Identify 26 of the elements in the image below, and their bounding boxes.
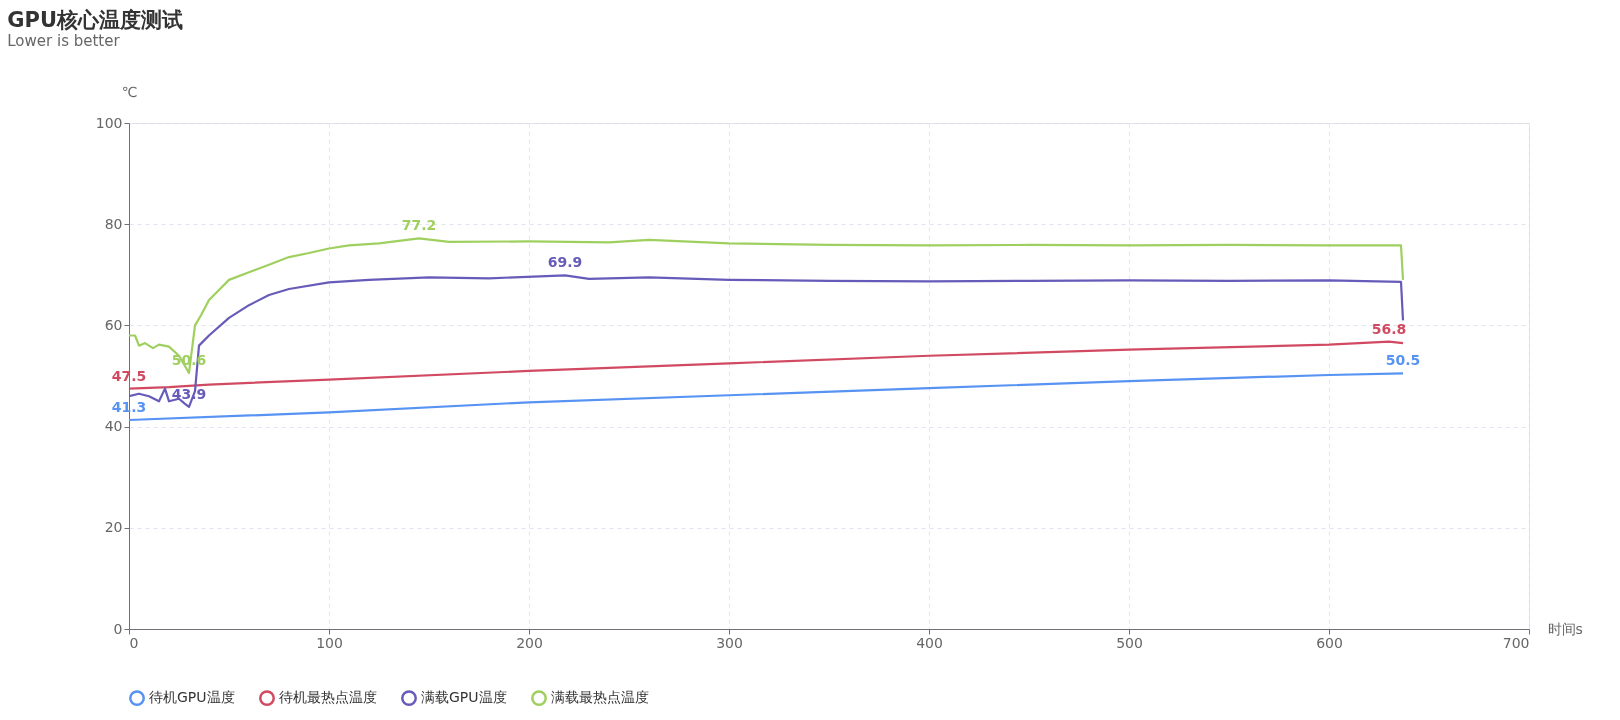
y-tick-label: 60 [104, 316, 123, 333]
annotation: 77.2 [401, 217, 437, 234]
y-tick-label: 100 [95, 114, 123, 131]
chart-title: GPU核心温度测试 [7, 8, 183, 32]
y-tick-label: 80 [104, 215, 123, 232]
x-tick-label: 600 [1316, 634, 1343, 651]
legend-label: 待机GPU温度 [149, 689, 235, 706]
y-tick-label: 40 [104, 418, 123, 435]
x-tick-label: 300 [716, 634, 743, 651]
y-axis-title: ℃ [121, 83, 138, 100]
annotation: 56.8 [1371, 320, 1407, 337]
x-tick-label: 500 [1116, 634, 1143, 651]
annotation: 50.5 [1385, 352, 1421, 369]
x-axis-title: 时间s [1547, 620, 1583, 637]
x-tick-label: 100 [316, 634, 343, 651]
legend-label: 待机最热点温度 [279, 689, 377, 706]
x-tick-label: 200 [516, 634, 543, 651]
annotation: 69.9 [547, 254, 583, 271]
legend-label: 满载最热点温度 [551, 689, 649, 706]
x-tick-label: 0 [129, 634, 139, 651]
x-tick-label: 400 [916, 634, 943, 651]
y-tick-label: 0 [113, 620, 123, 637]
x-tick-label: 700 [1502, 634, 1530, 651]
chart-subtitle: Lower is better [7, 32, 121, 50]
y-tick-label: 20 [104, 519, 123, 536]
legend-label: 满载GPU温度 [421, 689, 507, 706]
